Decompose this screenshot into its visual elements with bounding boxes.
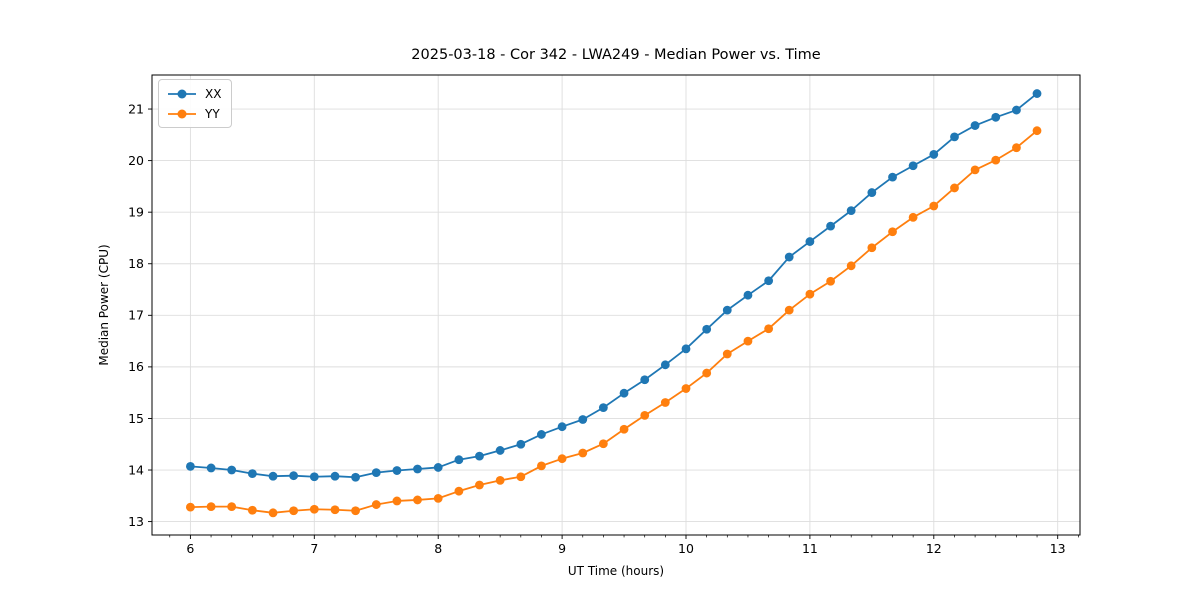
y-tick-label: 17 — [128, 308, 144, 323]
y-tick-label: 20 — [128, 153, 144, 168]
chart-title: 2025-03-18 - Cor 342 - LWA249 - Median P… — [411, 47, 821, 63]
x-tick-label: 8 — [434, 541, 442, 556]
tick-labels: 6 7 8 9 10 11 12 13 13 14 15 16 17 18 19 20 21 — [128, 101, 1066, 556]
series-line-xx — [190, 92, 1038, 479]
y-tick-label: 16 — [128, 359, 144, 374]
legend-item-yy: YY — [167, 105, 221, 122]
legend-item-xx: XX — [167, 85, 221, 102]
y-tick-label: 21 — [128, 101, 144, 116]
y-tick-label: 19 — [128, 204, 144, 219]
legend: XX YY — [158, 79, 233, 128]
x-tick-label: 6 — [186, 541, 194, 556]
x-tick-label: 12 — [926, 541, 942, 556]
axis-ticks — [148, 108, 1079, 539]
series-line-yy — [190, 130, 1038, 514]
x-axis-label: UT Time (hours) — [567, 564, 665, 578]
y-tick-label: 18 — [128, 256, 144, 271]
legend-swatch-yy-icon — [168, 109, 196, 118]
x-tick-label: 13 — [1050, 541, 1066, 556]
legend-label-yy: YY — [205, 106, 220, 121]
x-tick-label: 7 — [310, 541, 318, 556]
legend-swatch-xx-icon — [168, 89, 196, 98]
plot-border — [151, 74, 1081, 536]
grid — [152, 75, 1080, 535]
x-tick-label: 11 — [802, 541, 818, 556]
y-tick-label: 15 — [128, 411, 144, 426]
series-markers-xx — [186, 89, 1042, 482]
y-tick-label: 13 — [128, 514, 144, 529]
y-tick-label: 14 — [128, 462, 144, 477]
legend-label-xx: XX — [205, 86, 222, 101]
x-tick-label: 10 — [678, 541, 694, 556]
x-tick-label: 9 — [558, 541, 566, 556]
series-markers-yy — [186, 126, 1042, 518]
